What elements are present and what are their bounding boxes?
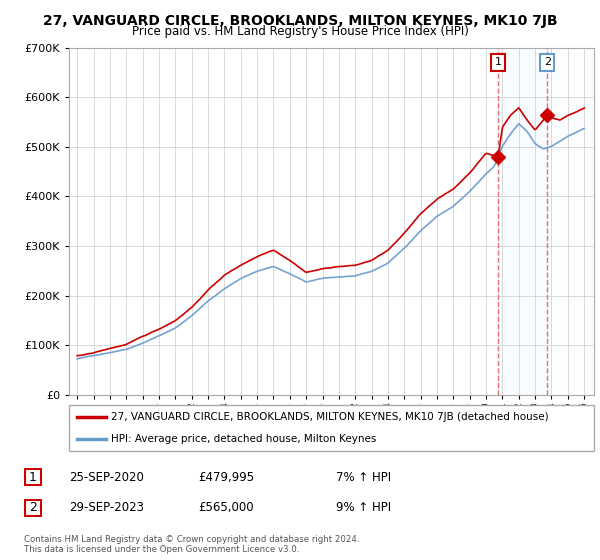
Text: 2: 2 — [29, 501, 37, 515]
Bar — [498, 48, 547, 395]
FancyBboxPatch shape — [25, 500, 41, 516]
Text: Contains HM Land Registry data © Crown copyright and database right 2024.
This d: Contains HM Land Registry data © Crown c… — [24, 535, 359, 554]
Text: Price paid vs. HM Land Registry's House Price Index (HPI): Price paid vs. HM Land Registry's House … — [131, 25, 469, 38]
Text: 27, VANGUARD CIRCLE, BROOKLANDS, MILTON KEYNES, MK10 7JB (detached house): 27, VANGUARD CIRCLE, BROOKLANDS, MILTON … — [111, 412, 548, 422]
Text: 1: 1 — [494, 58, 502, 68]
Text: 1: 1 — [29, 470, 37, 484]
Text: 25-SEP-2020: 25-SEP-2020 — [69, 470, 144, 484]
FancyBboxPatch shape — [25, 469, 41, 486]
Text: 29-SEP-2023: 29-SEP-2023 — [69, 501, 144, 515]
Text: 7% ↑ HPI: 7% ↑ HPI — [336, 470, 391, 484]
Text: 9% ↑ HPI: 9% ↑ HPI — [336, 501, 391, 515]
Bar — [547, 48, 592, 395]
FancyBboxPatch shape — [69, 405, 594, 451]
Text: 2: 2 — [544, 58, 551, 68]
Text: £479,995: £479,995 — [198, 470, 254, 484]
Text: 27, VANGUARD CIRCLE, BROOKLANDS, MILTON KEYNES, MK10 7JB: 27, VANGUARD CIRCLE, BROOKLANDS, MILTON … — [43, 14, 557, 28]
Text: £565,000: £565,000 — [198, 501, 254, 515]
Text: HPI: Average price, detached house, Milton Keynes: HPI: Average price, detached house, Milt… — [111, 435, 376, 444]
